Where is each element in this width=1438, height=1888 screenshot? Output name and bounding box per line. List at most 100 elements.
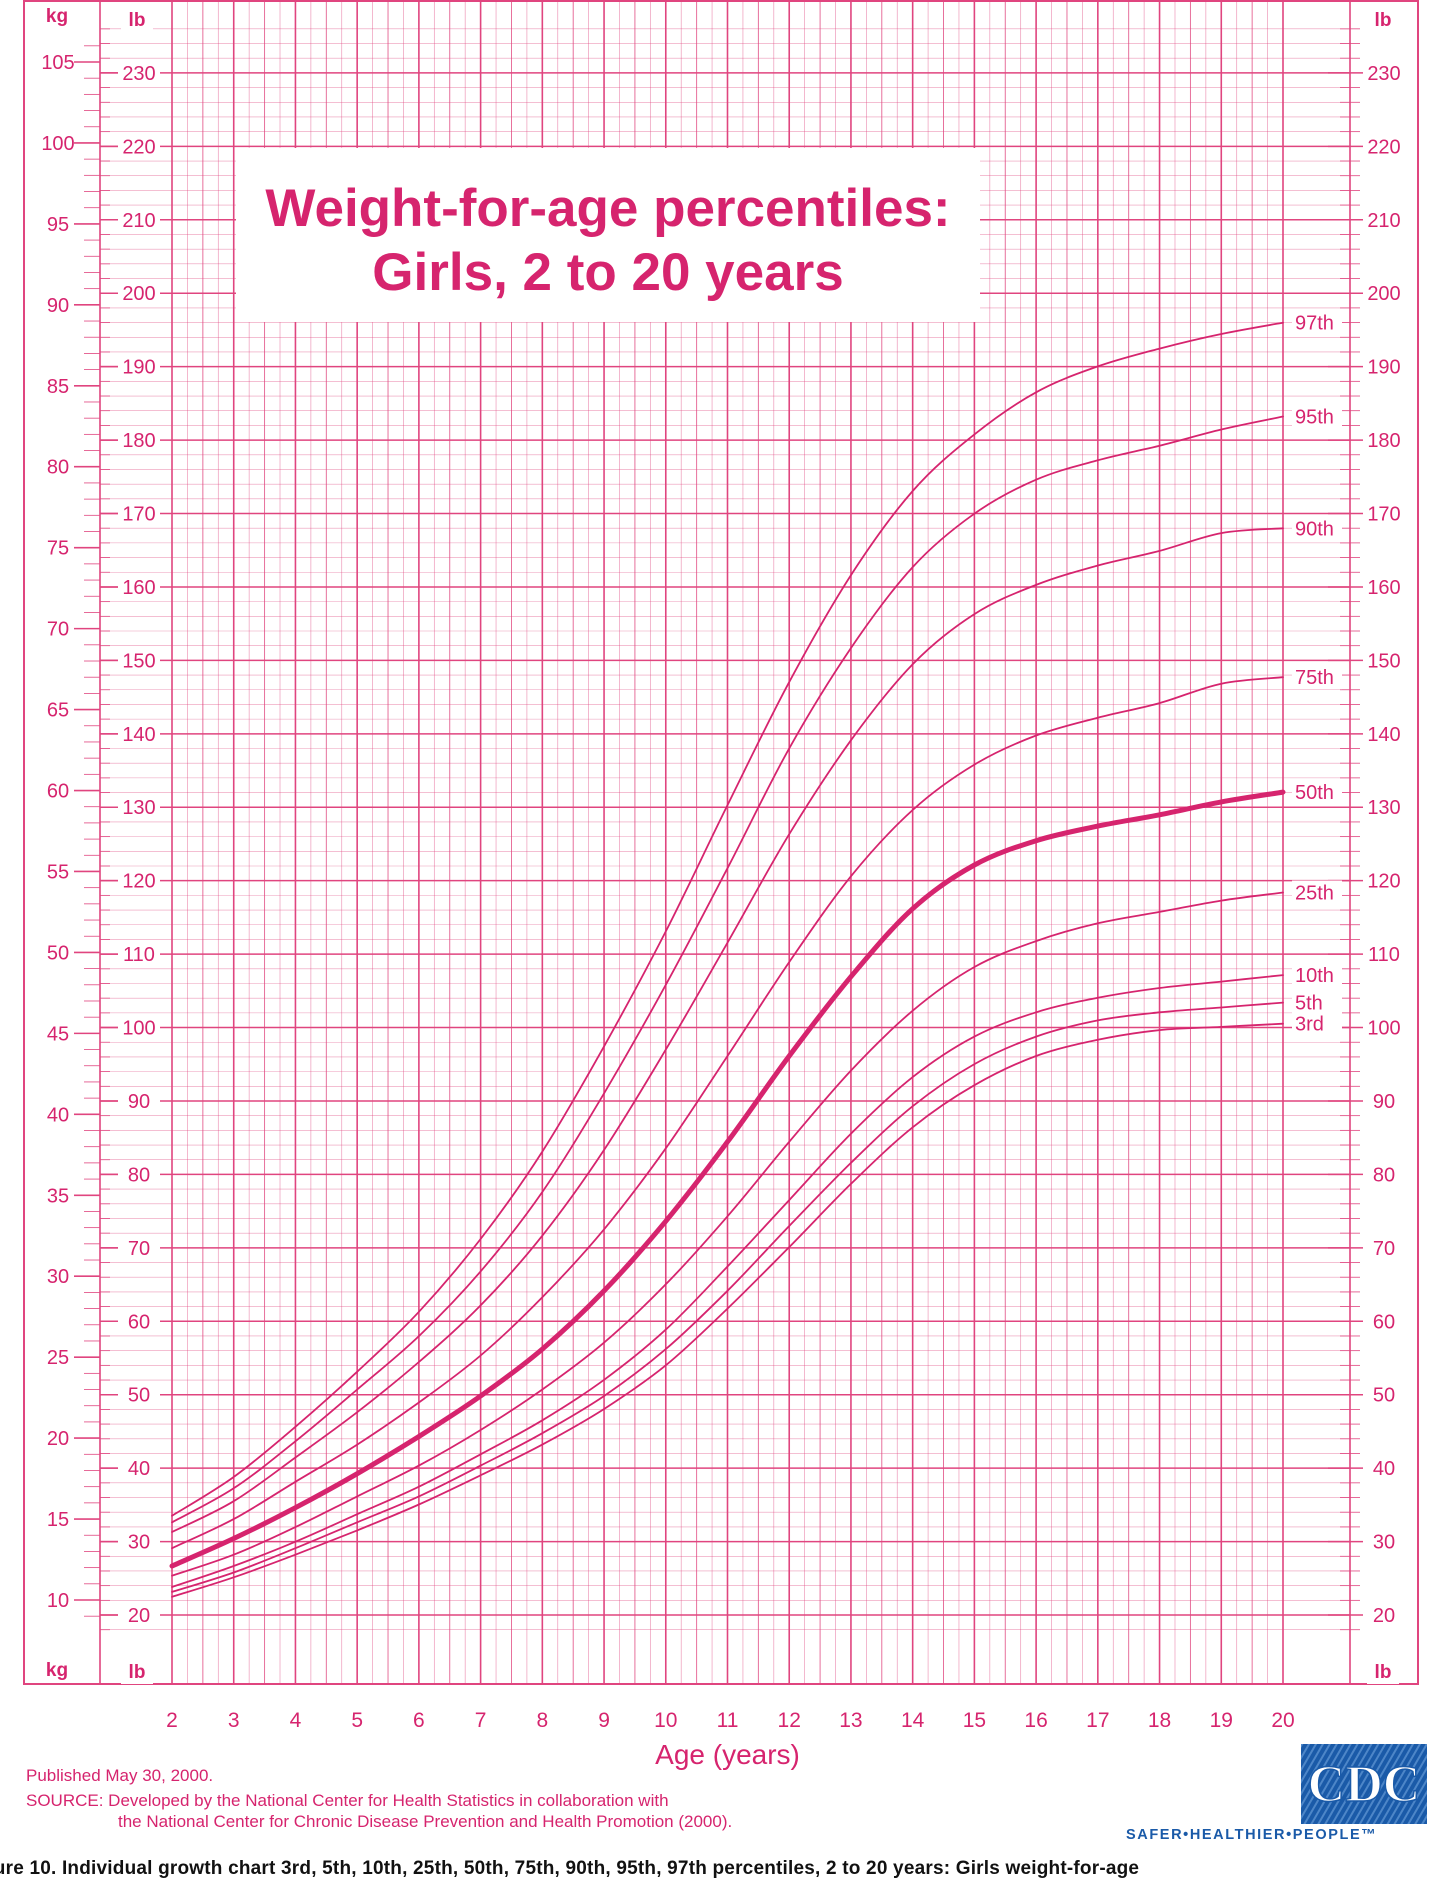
kg-label-bg <box>40 1182 74 1209</box>
lb-label-bg <box>118 1529 160 1554</box>
y-tick-lb-left: 220 <box>122 136 155 158</box>
series-label-90th: 90th <box>1295 518 1334 540</box>
y-tick-kg: 105 <box>41 52 74 74</box>
y-tick-lb-right: 50 <box>1373 1385 1395 1407</box>
series-line-75th <box>171 676 1284 1550</box>
lb-label-bg <box>1363 1603 1405 1628</box>
lb-label-bg <box>1363 1235 1405 1260</box>
y-tick-lb-left: 150 <box>122 650 155 672</box>
x-tick-label: 17 <box>1086 1709 1109 1732</box>
series-line-95th <box>171 415 1284 1524</box>
y-tick-lb-left: 40 <box>128 1458 150 1480</box>
lb-label-bg <box>1363 1015 1405 1040</box>
lb-label-bg <box>118 1015 160 1040</box>
series-line-10th <box>171 974 1284 1588</box>
cdc-tagline: SAFER•HEALTHIER•PEOPLE™ <box>1126 1827 1378 1843</box>
lb-label-bg <box>118 795 160 820</box>
source-line-2: the National Center for Chronic Disease … <box>118 1812 733 1831</box>
lb-label-bg <box>1363 942 1405 967</box>
kg-label-bg <box>40 1425 74 1452</box>
y-tick-lb-left: 130 <box>122 797 155 819</box>
y-tick-kg: 50 <box>47 942 69 964</box>
y-tick-kg: 20 <box>47 1428 69 1450</box>
series-label-bg <box>1292 404 1342 429</box>
axis-labels: 1015202530354045505560657075808590951001… <box>40 49 1405 1770</box>
x-tick-label: 7 <box>475 1709 487 1732</box>
lb-label-bg <box>1363 207 1405 232</box>
x-tick-label: 3 <box>228 1709 240 1732</box>
series-label-bg <box>1292 780 1342 805</box>
unit-lb-bg <box>1367 1660 1399 1684</box>
lb-label-bg <box>118 1235 160 1260</box>
x-tick-label: 5 <box>351 1709 363 1732</box>
kg-label-bg <box>40 129 74 156</box>
unit-lb-label: lb <box>1375 1662 1392 1683</box>
lb-label-bg <box>1363 354 1405 379</box>
lb-label-bg <box>1363 428 1405 453</box>
lb-label-bg <box>1363 501 1405 526</box>
y-tick-lb-right: 30 <box>1373 1532 1395 1554</box>
y-tick-kg: 30 <box>47 1266 69 1288</box>
lb-label-bg <box>118 1309 160 1334</box>
series-label-bg <box>1292 310 1342 335</box>
y-tick-lb-right: 210 <box>1367 210 1400 232</box>
x-tick-label: 15 <box>963 1709 986 1732</box>
lb-label-bg <box>118 1603 160 1628</box>
x-tick-label: 19 <box>1210 1709 1233 1732</box>
kg-label-bg <box>40 453 74 480</box>
unit-kg-label: kg <box>46 6 68 27</box>
y-tick-kg: 25 <box>47 1347 69 1369</box>
lb-label-bg <box>1363 574 1405 599</box>
x-tick-label: 18 <box>1148 1709 1171 1732</box>
lb-label-bg <box>118 281 160 306</box>
y-tick-lb-right: 120 <box>1367 871 1400 893</box>
y-tick-lb-right: 230 <box>1367 63 1400 85</box>
kg-label-bg <box>40 1020 74 1047</box>
y-tick-lb-right: 190 <box>1367 357 1400 379</box>
unit-kg-label: kg <box>46 1660 68 1681</box>
lb-label-bg <box>1363 1088 1405 1113</box>
source-note: SOURCE: Developed by the National Center… <box>26 1790 732 1832</box>
lb-label-bg <box>118 942 160 967</box>
y-tick-lb-right: 130 <box>1367 797 1400 819</box>
y-tick-lb-right: 180 <box>1367 430 1400 452</box>
lb-label-bg <box>1363 60 1405 85</box>
series-line-5th <box>171 1001 1284 1593</box>
lb-label-bg <box>118 1382 160 1407</box>
y-tick-kg: 60 <box>47 781 69 803</box>
x-tick-label: 10 <box>654 1709 677 1732</box>
cdc-logo-text: CDC <box>1308 1756 1421 1813</box>
y-tick-kg: 35 <box>47 1185 69 1207</box>
y-tick-lb-left: 50 <box>128 1385 150 1407</box>
y-tick-lb-right: 220 <box>1367 136 1400 158</box>
y-tick-lb-right: 140 <box>1367 724 1400 746</box>
kg-label-bg <box>40 1587 74 1613</box>
y-tick-kg: 100 <box>41 133 74 155</box>
series-label-bg <box>1292 665 1342 690</box>
y-tick-lb-left: 170 <box>122 504 155 526</box>
y-tick-lb-right: 150 <box>1367 650 1400 672</box>
y-tick-lb-left: 230 <box>122 63 155 85</box>
kg-label-bg <box>40 534 74 561</box>
y-tick-lb-left: 20 <box>128 1605 150 1627</box>
x-tick-label: 11 <box>717 1709 739 1732</box>
chart-title-box: Weight-for-age percentiles: Girls, 2 to … <box>236 148 980 322</box>
lb-label-bg <box>118 868 160 893</box>
series-label-97th: 97th <box>1295 313 1334 335</box>
unit-labels: kg kg lb lb lb lb <box>46 6 1399 1684</box>
unit-lb-bg <box>1367 8 1399 32</box>
y-tick-lb-left: 100 <box>122 1018 155 1040</box>
series-label-95th: 95th <box>1295 407 1334 429</box>
percentile-curves <box>169 321 1286 1598</box>
lb-label-bg <box>1363 648 1405 673</box>
unit-lb-label: lb <box>1375 10 1392 31</box>
lb-label-bg <box>118 648 160 673</box>
lb-label-bg <box>118 1088 160 1113</box>
series-label-5th: 5th <box>1295 993 1323 1015</box>
unit-lb-label: lb <box>129 10 146 31</box>
kg-label-bg <box>40 1263 74 1290</box>
series-label-75th: 75th <box>1295 667 1334 689</box>
y-tick-kg: 80 <box>47 457 69 479</box>
lb-label-bg <box>118 1162 160 1187</box>
